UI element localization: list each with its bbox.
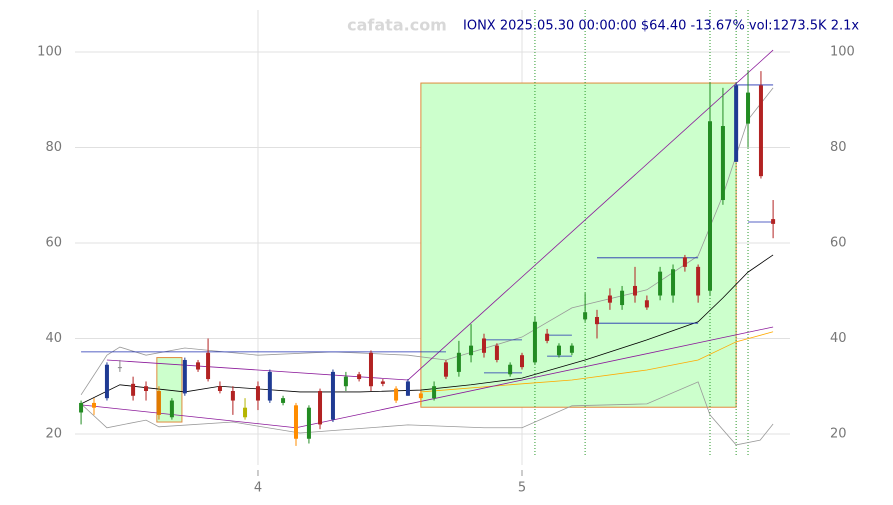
overlay-line — [420, 331, 774, 393]
candle-body — [520, 355, 525, 368]
x-tick-label: 4 — [254, 481, 262, 496]
candle-body — [281, 398, 286, 403]
candle-body — [357, 374, 362, 380]
candle-body — [79, 402, 84, 413]
y-tick-label-right: 60 — [830, 235, 847, 250]
candle-body — [494, 345, 499, 360]
y-tick-label: 100 — [37, 45, 62, 60]
candle-body — [734, 85, 739, 162]
candle-body — [720, 126, 725, 201]
overlay-line — [80, 254, 774, 405]
overlay-line — [407, 49, 774, 381]
overlay-line — [80, 381, 774, 446]
y-tick-label-right: 80 — [830, 140, 847, 155]
y-tick-label: 80 — [45, 140, 62, 155]
candle-body — [117, 367, 122, 369]
candle-body — [508, 364, 513, 375]
candle-body — [481, 338, 486, 353]
candle-body — [394, 388, 399, 401]
candle-body — [306, 407, 311, 439]
candle-body — [556, 345, 561, 356]
candle-body — [746, 92, 751, 124]
overlay-line — [81, 404, 297, 429]
candle-body — [569, 345, 574, 353]
candle-body — [607, 295, 612, 303]
candle-body — [267, 371, 272, 401]
candle-body — [633, 285, 638, 296]
chart-title: IONX 2025.05.30 00:00:00 $64.40 -13.67% … — [463, 19, 859, 34]
candle-body — [594, 316, 599, 325]
candle-body — [156, 390, 161, 415]
candle-body — [418, 393, 423, 399]
candle-body — [644, 300, 649, 308]
candle-body — [405, 381, 410, 396]
candle-body — [456, 352, 461, 372]
y-tick-label: 40 — [45, 331, 62, 346]
candle-body — [380, 381, 385, 384]
zone — [156, 357, 183, 423]
candle-body — [658, 271, 663, 296]
candle-body — [707, 121, 712, 291]
candle-body — [771, 219, 776, 224]
overlay-line — [106, 359, 408, 381]
candle-body — [469, 345, 474, 356]
candle-body — [182, 359, 187, 394]
candle-body — [696, 266, 701, 296]
candle-body — [671, 269, 676, 296]
candle-body — [682, 257, 687, 267]
candle-body — [104, 364, 109, 399]
candle-body — [532, 321, 537, 363]
candle-body — [545, 333, 550, 341]
candle-body — [217, 386, 222, 391]
candle-body — [255, 386, 260, 401]
y-tick-label: 60 — [45, 235, 62, 250]
candle-body — [206, 352, 211, 380]
y-tick-label-right: 20 — [830, 426, 847, 441]
zone — [420, 82, 737, 408]
x-tick-label: 5 — [518, 481, 526, 496]
candle-body — [92, 402, 97, 408]
candle-body — [330, 371, 335, 420]
candle-body — [144, 386, 149, 391]
candle-body — [169, 400, 174, 418]
candle-body — [131, 383, 136, 396]
candle-body — [583, 312, 588, 320]
candle-body — [758, 85, 763, 177]
candle-body — [318, 390, 323, 425]
candle-body — [230, 390, 235, 401]
overlay-line — [295, 326, 774, 429]
watermark: cafata.com — [347, 16, 447, 35]
candle-body — [343, 376, 348, 387]
y-tick-label: 20 — [45, 426, 62, 441]
candle-body — [243, 407, 248, 418]
candle-body — [443, 362, 448, 377]
candle-body — [620, 290, 625, 306]
y-tick-label-right: 100 — [830, 45, 855, 60]
candle-body — [432, 386, 437, 399]
candle-body — [293, 405, 298, 439]
candle-body — [196, 362, 201, 370]
candle-body — [368, 352, 373, 387]
y-tick-label-right: 40 — [830, 331, 847, 346]
